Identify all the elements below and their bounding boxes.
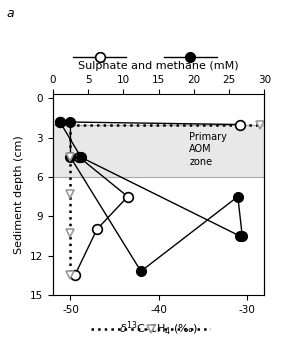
Text: Primary
AOM
zone: Primary AOM zone [189, 132, 227, 167]
Bar [53, 124, 264, 177]
Title: Sulphate and methane (mM): Sulphate and methane (mM) [78, 61, 239, 71]
X-axis label: $\delta^{13}$C-CH$_4$ (‰): $\delta^{13}$C-CH$_4$ (‰) [119, 320, 198, 337]
Text: a: a [6, 7, 14, 20]
Y-axis label: Sediment depth (cm): Sediment depth (cm) [14, 135, 24, 254]
